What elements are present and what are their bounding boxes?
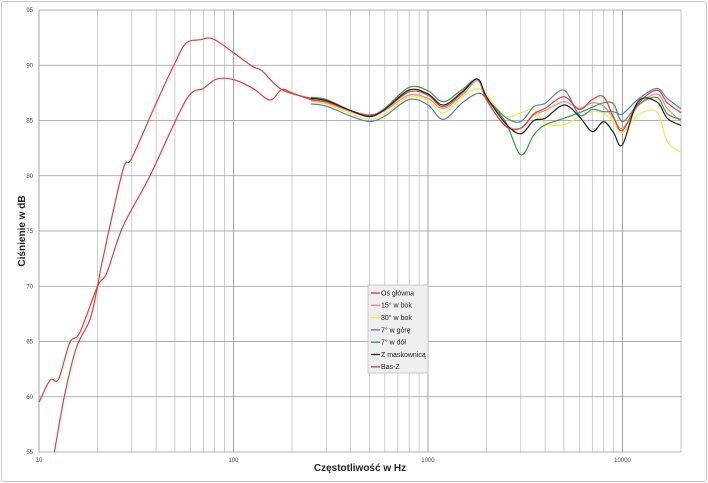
y-tick-label: 65	[26, 340, 33, 346]
legend-label: 15° w bok	[381, 302, 412, 310]
tick-labels: 55 60 65 70 75 80 85 90 95 10 100 1000 10000	[26, 8, 631, 464]
series-line-4	[310, 87, 682, 123]
x-tick-label: 10000	[614, 458, 631, 464]
legend: Oś główna 15° w bok 30° w bok 7° w górę 7° w…	[367, 284, 429, 374]
legend-label: 7° w dół	[381, 339, 406, 347]
y-tick-label: 95	[26, 8, 33, 14]
x-tick-label: 1000	[421, 458, 435, 464]
legend-label: Oś główna	[381, 290, 414, 297]
y-tick-label: 85	[26, 119, 33, 125]
y-tick-label: 80	[26, 174, 33, 180]
series-line-7	[53, 37, 312, 453]
y-tick-label: 60	[26, 395, 33, 401]
x-tick-label: 10	[36, 458, 43, 464]
legend-label: Bas-Z	[381, 364, 400, 371]
y-tick-label: 55	[26, 450, 33, 456]
series-line-3	[310, 87, 682, 154]
grid	[38, 9, 682, 453]
legend-label: Z maskownicą	[381, 352, 426, 359]
y-tick-label: 90	[26, 63, 33, 69]
series-line-6	[310, 78, 682, 147]
y-axis-title: Ciśnienie w dB	[17, 195, 28, 266]
y-tick-label: 75	[26, 229, 33, 235]
legend-label: 7° w górę	[381, 326, 411, 334]
y-tick-label: 70	[26, 284, 33, 290]
x-tick-label: 100	[228, 458, 239, 464]
legend-label: 30° w bok	[381, 314, 412, 322]
series-lines	[38, 37, 682, 453]
legend-box	[367, 284, 429, 374]
x-axis-title: Częstotliwość w Hz	[314, 463, 406, 474]
series-line-5	[310, 78, 682, 156]
series-line-1	[38, 77, 682, 403]
